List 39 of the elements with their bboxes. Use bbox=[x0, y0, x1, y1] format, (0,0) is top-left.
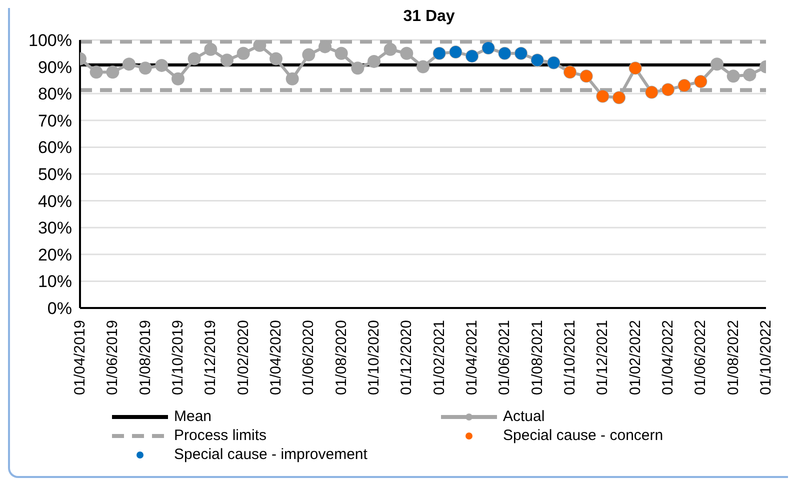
x-tick-label: 01/02/2021 bbox=[430, 320, 448, 396]
y-tick-label: 100% bbox=[28, 31, 72, 50]
x-tick-label: 01/10/2022 bbox=[758, 320, 774, 396]
x-tick-label: 01/06/2022 bbox=[692, 320, 710, 396]
x-tick-label: 01/08/2021 bbox=[528, 320, 546, 396]
x-tick-label: 01/06/2020 bbox=[300, 320, 318, 396]
y-tick-label: 20% bbox=[38, 245, 72, 264]
x-tick-label: 01/12/2020 bbox=[398, 320, 416, 396]
x-tick-label: 01/08/2020 bbox=[332, 320, 350, 396]
legend-label: Actual bbox=[503, 408, 545, 425]
x-tick-label: 01/08/2022 bbox=[724, 320, 742, 396]
y-tick-label: 90% bbox=[38, 58, 72, 77]
x-tick-label: 01/08/2019 bbox=[136, 320, 154, 396]
x-tick-label: 01/12/2021 bbox=[594, 320, 612, 396]
y-tick-label: 40% bbox=[38, 192, 72, 211]
y-tick-label: 80% bbox=[38, 84, 72, 104]
x-tick-label: 01/10/2021 bbox=[562, 320, 578, 396]
x-tick-label: 01/04/2022 bbox=[660, 320, 676, 396]
x-tick-label: 01/06/2019 bbox=[104, 320, 122, 396]
y-tick-label: 0% bbox=[47, 299, 72, 318]
y-tick-label: 10% bbox=[38, 272, 72, 292]
x-tick-label: 01/04/2020 bbox=[268, 320, 284, 396]
x-tick-label: 01/12/2019 bbox=[202, 320, 220, 396]
y-tick-label: 30% bbox=[38, 218, 72, 238]
x-tick-label: 01/10/2020 bbox=[366, 320, 382, 396]
legend-label: Special cause - concern bbox=[503, 427, 664, 444]
legend-label: Mean bbox=[174, 408, 212, 425]
y-tick-label: 60% bbox=[38, 138, 72, 158]
x-tick-label: 01/02/2020 bbox=[234, 320, 252, 396]
x-tick-label: 01/02/2022 bbox=[626, 320, 644, 396]
x-tick-label: 01/06/2021 bbox=[496, 320, 514, 396]
x-tick-label: 01/10/2019 bbox=[170, 320, 186, 396]
x-tick-label: 01/04/2021 bbox=[464, 320, 480, 396]
legend-label: Process limits bbox=[174, 427, 267, 444]
y-tick-label: 70% bbox=[38, 111, 72, 130]
y-tick-label: 50% bbox=[38, 165, 72, 184]
chart-title: 31 Day bbox=[402, 8, 456, 27]
legend-label: Special cause - improvement bbox=[174, 446, 368, 463]
x-tick-label: 01/04/2019 bbox=[72, 320, 88, 396]
